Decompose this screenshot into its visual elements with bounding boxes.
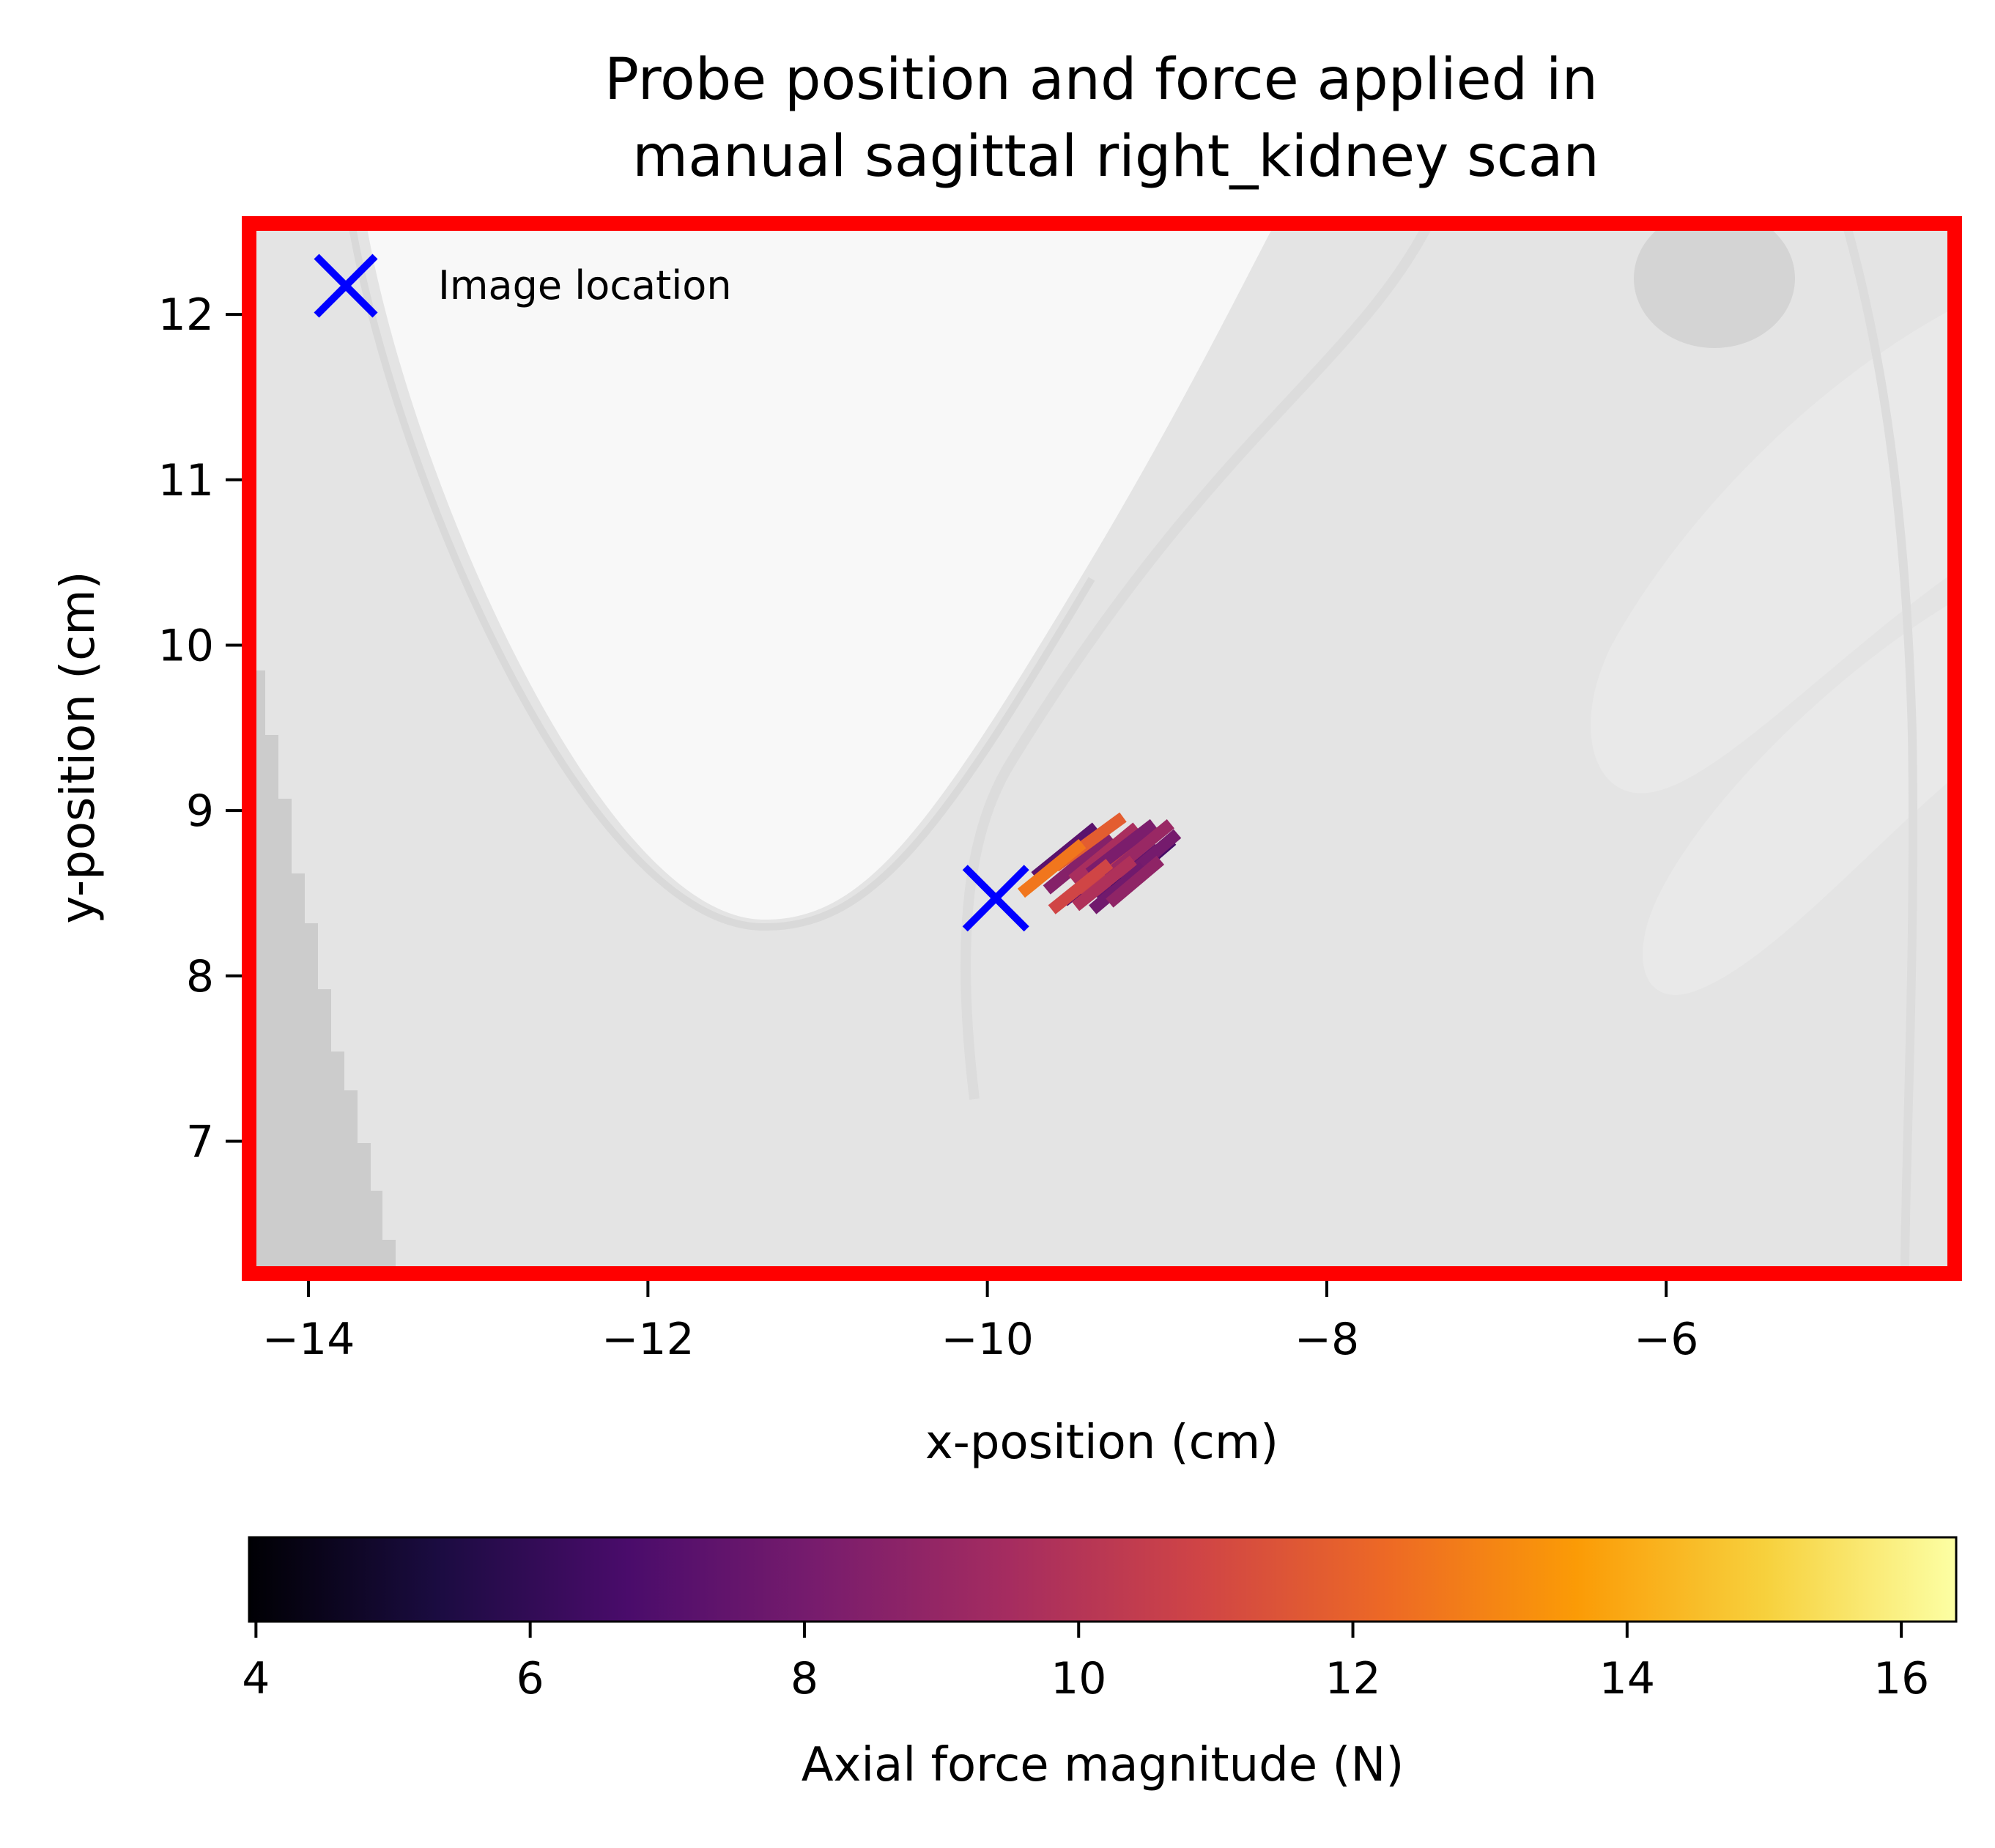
x-tick-label: −8 bbox=[1295, 1314, 1359, 1365]
x-tick-label: −14 bbox=[262, 1314, 355, 1365]
x-tick-label: −6 bbox=[1634, 1314, 1698, 1365]
plot-frame bbox=[242, 216, 1962, 1281]
x-axis: −14 −12 −10 −8 −6 bbox=[262, 1281, 1698, 1365]
y-tick-label: 9 bbox=[186, 786, 214, 837]
legend-x-icon bbox=[314, 254, 378, 318]
force-segment bbox=[1089, 862, 1147, 914]
colorbar-tick-label: 4 bbox=[242, 1653, 270, 1704]
y-tick-label: 8 bbox=[186, 951, 214, 1002]
colorbar-tick-label: 12 bbox=[1325, 1653, 1380, 1704]
x-tick-label: −12 bbox=[602, 1314, 695, 1365]
x-tick-label: −10 bbox=[941, 1314, 1034, 1365]
colorbar bbox=[248, 1536, 1958, 1623]
force-segment bbox=[1068, 822, 1141, 885]
colorbar-tick-label: 6 bbox=[517, 1653, 544, 1704]
force-segment bbox=[1106, 855, 1165, 908]
chart-title-line-1: Probe position and force applied in bbox=[604, 47, 1598, 113]
y-tick-label: 10 bbox=[158, 620, 214, 671]
legend: Image location bbox=[314, 254, 732, 318]
force-trajectory bbox=[1017, 812, 1182, 914]
y-tick-label: 7 bbox=[186, 1116, 214, 1167]
colorbar-tick-label: 8 bbox=[791, 1653, 818, 1704]
y-axis: 7 8 9 10 11 12 bbox=[158, 289, 242, 1167]
chart-title-line-2: manual sagittal right_kidney scan bbox=[632, 124, 1599, 190]
x-axis-label: x-position (cm) bbox=[925, 1416, 1278, 1470]
force-segment bbox=[1017, 839, 1087, 898]
force-segment bbox=[1048, 859, 1114, 914]
force-segment bbox=[1072, 855, 1137, 912]
force-segment bbox=[1043, 832, 1115, 895]
colorbar-label: Axial force magnitude (N) bbox=[802, 1738, 1404, 1792]
colorbar-tick-label: 16 bbox=[1873, 1653, 1929, 1704]
image-location-marker bbox=[962, 865, 1029, 932]
colorbar-tick-label: 10 bbox=[1051, 1653, 1106, 1704]
colorbar-axis: 4 6 8 10 12 14 16 bbox=[242, 1622, 1929, 1704]
image-location-stroke bbox=[962, 865, 1029, 932]
background-image bbox=[249, 223, 1955, 1274]
legend-label: Image location bbox=[438, 262, 732, 308]
y-axis-label: y-position (cm) bbox=[51, 571, 106, 923]
colorbar-tick-label: 14 bbox=[1599, 1653, 1655, 1704]
y-tick-label: 12 bbox=[158, 289, 214, 341]
y-tick-label: 11 bbox=[158, 455, 214, 506]
